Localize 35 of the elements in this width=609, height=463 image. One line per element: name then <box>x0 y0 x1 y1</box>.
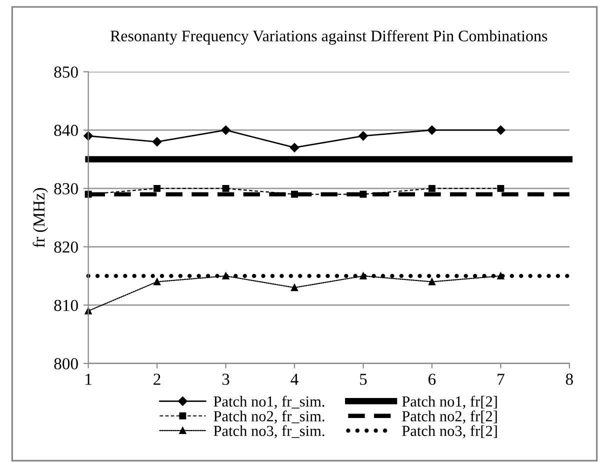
legend-label: Patch no2, fr_sim. <box>214 410 324 424</box>
legend-label: Patch no3, fr[2] <box>402 425 497 438</box>
point <box>154 278 161 286</box>
point <box>222 184 230 192</box>
point <box>154 184 161 192</box>
y-tick-label: 840 <box>54 124 78 136</box>
legend-label: Patch no2, fr[2] <box>402 410 497 424</box>
point <box>428 278 436 286</box>
x-tick-label: 3 <box>222 374 230 385</box>
x-tick-label: 5 <box>360 374 367 385</box>
y-tick-label: 820 <box>54 241 78 253</box>
point <box>428 184 436 192</box>
x-tick-label: 1 <box>86 374 92 385</box>
point <box>152 137 162 146</box>
point <box>497 184 504 192</box>
point <box>358 131 368 141</box>
point <box>291 284 298 292</box>
chart-title: Resonanty Frequency Variations against Different Pin Combinations <box>110 30 548 45</box>
point <box>221 125 230 135</box>
y-tick-label: 830 <box>54 183 78 194</box>
y-axis-title: fr (MHz) <box>32 188 48 248</box>
legend-label: Patch no1, fr_sim. <box>214 396 324 409</box>
x-tick-label: 4 <box>290 374 298 385</box>
x-tick-label: 2 <box>154 374 160 385</box>
point <box>427 125 437 135</box>
x-tick-label: 7 <box>498 374 504 385</box>
legend-label: Patch no3, fr_sim. <box>214 425 324 438</box>
point <box>496 125 506 135</box>
x-tick-label: 6 <box>428 374 436 385</box>
y-tick-label: 850 <box>54 66 78 78</box>
y-tick-label: 810 <box>54 300 78 312</box>
legend-label: Patch no1, fr[2] <box>402 396 497 409</box>
x-tick-label: 8 <box>566 374 573 385</box>
point <box>290 142 300 152</box>
y-tick-label: 800 <box>54 358 78 370</box>
